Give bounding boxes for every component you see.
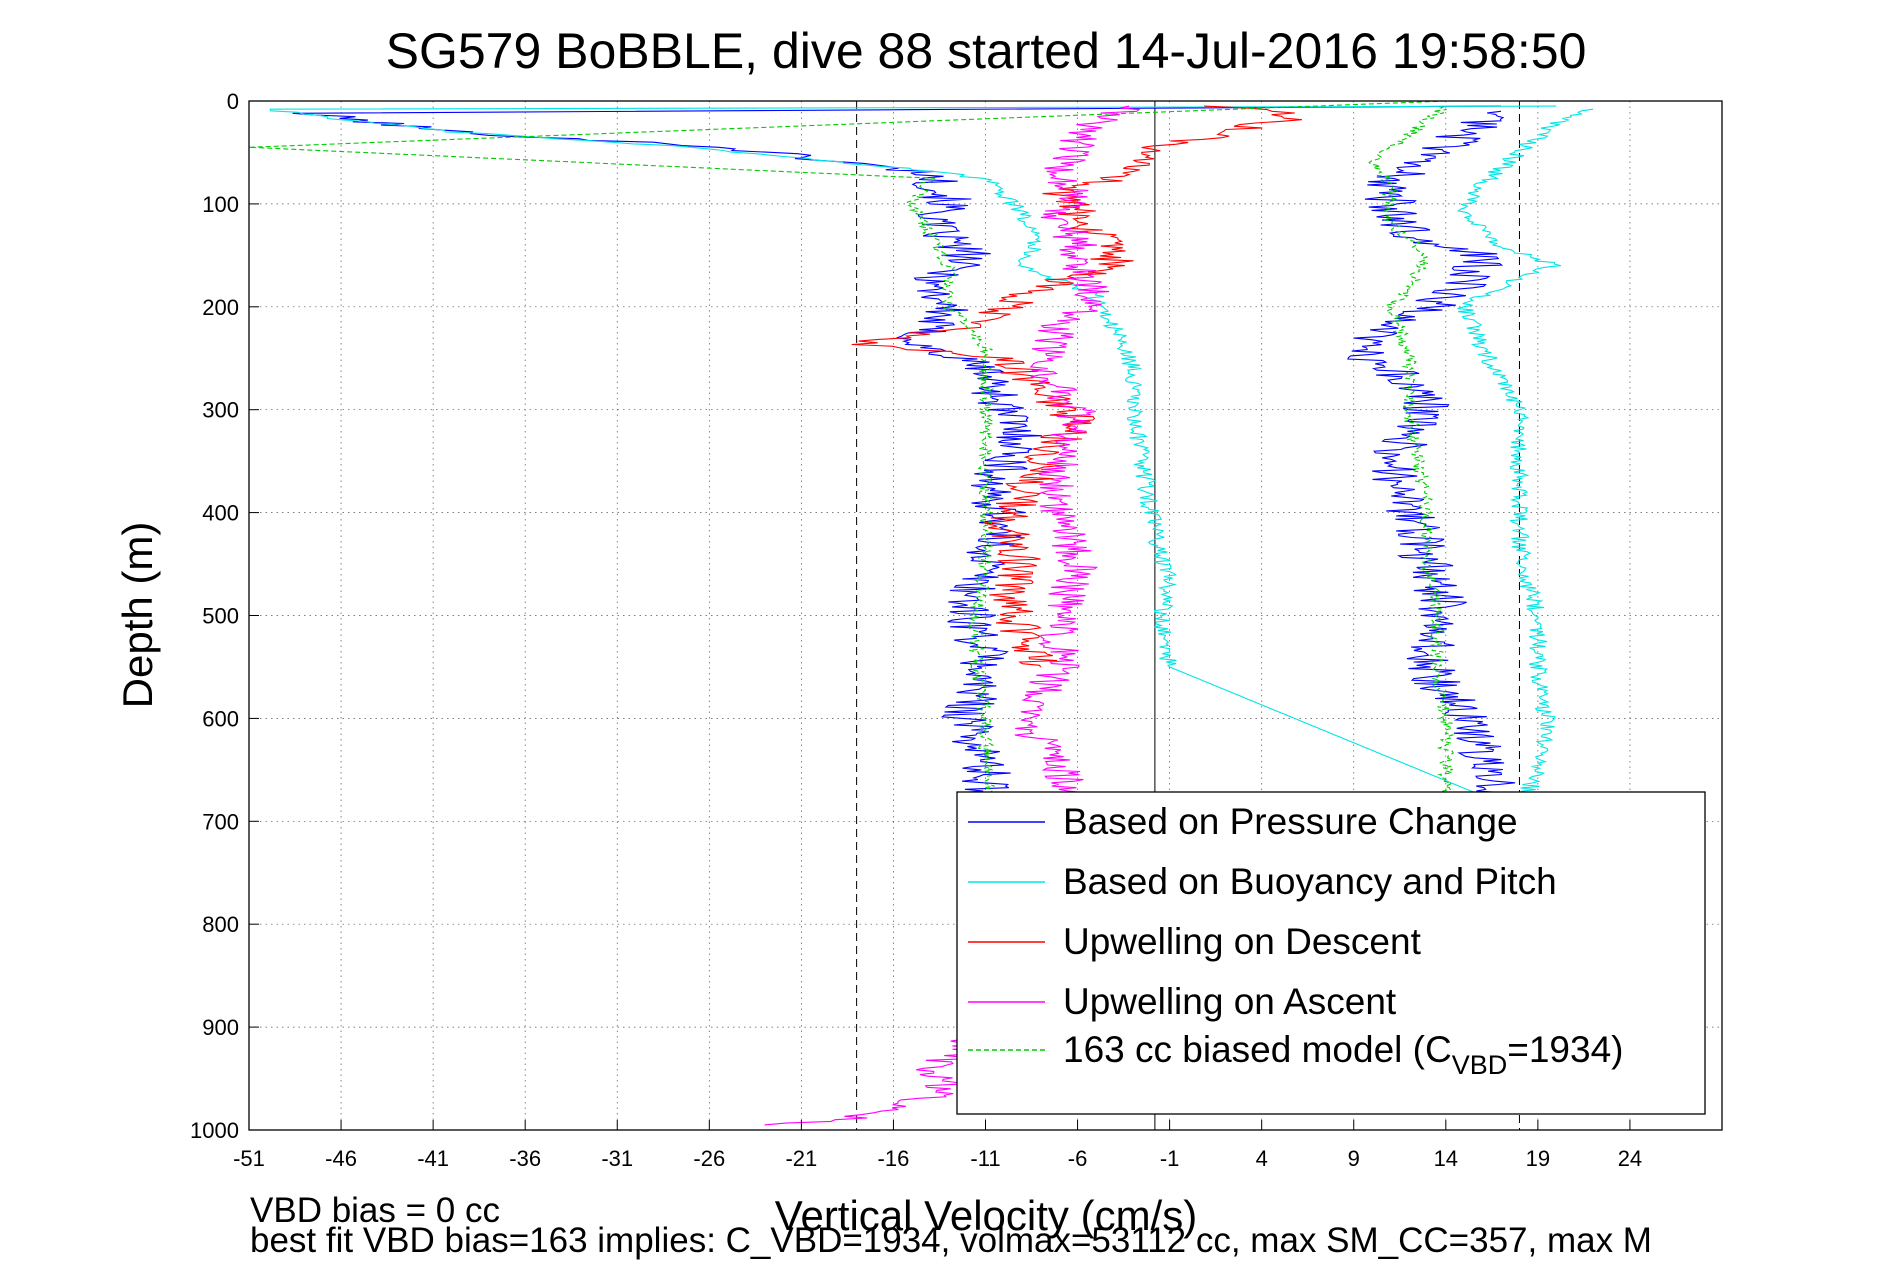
y-tick-labels: 0 100 200 300 400 500 600 700 800 900 1000 [190, 89, 259, 1143]
x-tick-label: -1 [1160, 1146, 1180, 1171]
legend: Based on Pressure Change Based on Buoyanc… [956, 791, 1706, 1115]
series-line [249, 101, 1455, 812]
footer-vbd-bias: VBD bias = 0 cc [250, 1191, 500, 1230]
x-tick-label: 4 [1256, 1146, 1268, 1171]
legend-label: Upwelling on Descent [1063, 921, 1422, 962]
y-tick-label: 900 [202, 1015, 239, 1040]
legend-label: Based on Pressure Change [1063, 801, 1518, 842]
x-tick-label: -21 [785, 1146, 817, 1171]
y-tick-label: 500 [202, 604, 239, 629]
x-tick-label: 9 [1348, 1146, 1360, 1171]
x-tick-label: -26 [693, 1146, 725, 1171]
y-tick-label: 800 [202, 912, 239, 937]
x-tick-label: -31 [601, 1146, 633, 1171]
x-tick-label: -46 [325, 1146, 357, 1171]
legend-label: Based on Buoyancy and Pitch [1063, 861, 1557, 902]
x-axis-label: Vertical Velocity (cm/s) [775, 1192, 1197, 1239]
y-tick-label: 200 [202, 295, 239, 320]
x-tick-label: -16 [878, 1146, 910, 1171]
x-tick-labels: -51 -46 -41 -36 -31 -26 -21 -16 -11 -6 -1 4 9 14 19 24 [233, 1120, 1642, 1171]
y-tick-label: 100 [202, 192, 239, 217]
x-tick-label: 14 [1434, 1146, 1458, 1171]
footer-best-fit: best fit VBD bias=163 implies: C_VBD=193… [250, 1221, 1652, 1260]
x-tick-label: -51 [233, 1146, 265, 1171]
x-tick-label: 24 [1618, 1146, 1642, 1171]
y-tick-label: 1000 [190, 1118, 239, 1143]
x-tick-label: 19 [1526, 1146, 1550, 1171]
legend-label: Upwelling on Ascent [1063, 981, 1397, 1022]
y-tick-label: 600 [202, 706, 239, 731]
series-line [292, 105, 1521, 812]
legend-label: 163 cc biased model (CVBD=1934) [1063, 1029, 1623, 1080]
series-line [851, 105, 1302, 668]
y-tick-label: 400 [202, 501, 239, 526]
y-tick-label: 700 [202, 809, 239, 834]
x-tick-label: -41 [417, 1146, 449, 1171]
chart-title: SG579 BoBBLE, dive 88 started 14-Jul-201… [386, 23, 1587, 79]
y-axis-label: Depth (m) [114, 522, 161, 709]
y-tick-label: 300 [202, 398, 239, 423]
x-tick-label: -6 [1068, 1146, 1088, 1171]
x-tick-label: -11 [970, 1146, 1000, 1171]
y-tick-label: 0 [227, 89, 239, 114]
legend-box [956, 791, 1706, 1115]
x-tick-label: -36 [509, 1146, 541, 1171]
